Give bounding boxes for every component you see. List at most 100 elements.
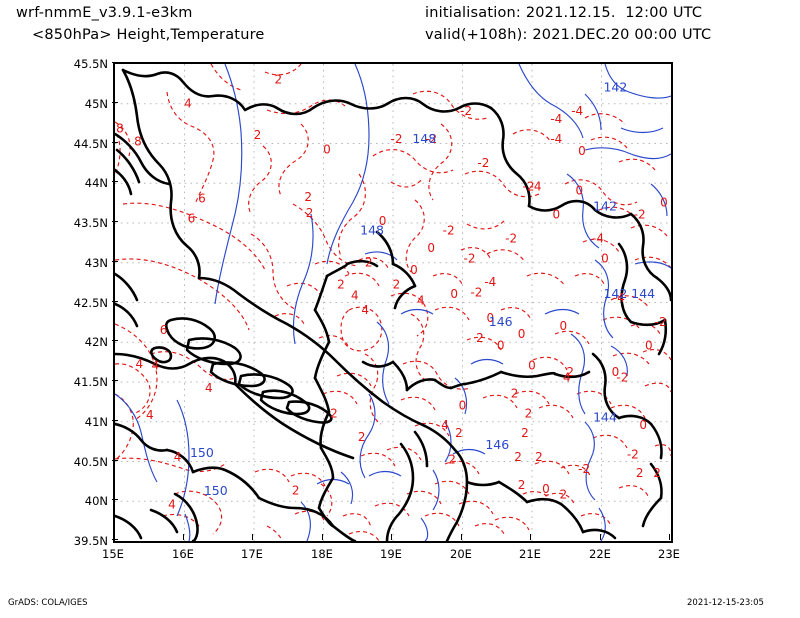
x-tick-19E: 19E	[380, 547, 402, 561]
valid-time-label: valid(+108h): 2021.DEC.20 00:00 UTC	[425, 27, 712, 43]
y-axis-tick	[112, 221, 118, 222]
contour-label: 0	[542, 482, 550, 496]
contour-label: 0	[486, 311, 494, 325]
x-tick-17E: 17E	[241, 547, 263, 561]
contour-label: 0	[427, 241, 435, 255]
y-tick-40N: 40N	[84, 494, 108, 508]
y-tick-45N: 45N	[84, 97, 108, 111]
contour-label: -4	[530, 180, 542, 194]
y-axis-tick	[112, 260, 118, 262]
contour-label: -2	[523, 180, 535, 194]
contour-label: 0	[323, 142, 331, 156]
contour-label: 4	[351, 289, 359, 303]
x-axis-tick	[460, 534, 462, 540]
contour-label: -2	[578, 462, 590, 476]
y-axis-tick	[112, 459, 118, 461]
y-axis-tick	[112, 380, 118, 381]
contour-label: 2	[330, 406, 338, 420]
x-axis-tick	[391, 534, 392, 540]
contour-label: 0	[518, 327, 526, 341]
y-axis-tick	[112, 62, 118, 63]
grads-credit-label: GrADS: COLA/IGES	[8, 598, 88, 608]
x-tick-16E: 16E	[172, 547, 194, 561]
contour-label: 0	[612, 365, 620, 379]
y-axis-tick	[112, 300, 118, 302]
x-tick-23E: 23E	[658, 547, 680, 561]
x-axis-tick	[669, 534, 670, 540]
contour-label: 2	[636, 466, 644, 480]
y-tick-42.5N: 42.5N	[73, 296, 108, 310]
contour-label: 0	[575, 184, 583, 198]
contour-label: 0	[497, 339, 505, 353]
y-axis-tick	[112, 419, 118, 421]
contour-label: 0	[379, 214, 387, 228]
contour-label: 2	[358, 430, 366, 444]
contour-label: -4	[550, 132, 562, 146]
contour-label: -2	[616, 371, 628, 385]
contour-label: -2	[655, 315, 667, 329]
contour-label: 148	[412, 131, 436, 146]
y-axis-tick	[112, 499, 118, 501]
contour-label: 2	[514, 450, 522, 464]
contour-label: -2	[443, 224, 455, 238]
contour-label: 2	[448, 452, 456, 466]
contour-label: -2	[477, 156, 489, 170]
x-tick-21E: 21E	[519, 547, 541, 561]
height-contours	[115, 64, 671, 541]
initialisation-time-label: initialisation: 2021.12.15. 12:00 UTC	[425, 5, 703, 21]
y-tick-45.5N: 45.5N	[73, 57, 108, 71]
contour-label: 2	[365, 255, 373, 269]
y-tick-44.5N: 44.5N	[73, 137, 108, 151]
contour-label: 144	[593, 409, 617, 424]
y-axis-tick	[112, 340, 118, 342]
contour-label: -2	[464, 251, 476, 265]
contour-label: 6	[160, 323, 168, 337]
x-axis-tick	[182, 534, 184, 540]
contour-label: 0	[601, 251, 609, 265]
y-tick-40.5N: 40.5N	[73, 455, 108, 469]
contour-label: 2	[274, 72, 282, 86]
y-axis-tick	[112, 539, 118, 540]
temperature-contours	[115, 64, 671, 541]
contour-label: 8	[134, 134, 142, 148]
y-tick-43.5N: 43.5N	[73, 216, 108, 230]
contour-label: 6	[188, 212, 196, 226]
contour-label: -2	[391, 132, 403, 146]
contour-label: 2	[455, 426, 463, 440]
contour-label: 8	[116, 122, 124, 136]
contour-label: 150	[190, 445, 214, 460]
contour-label: 142	[593, 199, 617, 214]
contour-label: 4	[151, 359, 159, 373]
y-tick-39.5N: 39.5N	[73, 534, 108, 548]
y-axis-tick	[112, 141, 118, 143]
y-axis-tick	[112, 181, 118, 183]
contour-label: 2	[653, 466, 661, 480]
contour-label: 2	[518, 478, 526, 492]
y-axis-tick	[112, 101, 118, 103]
contour-label: 142	[603, 286, 627, 301]
contour-label: 0	[559, 319, 567, 333]
contour-label: 2	[511, 386, 519, 400]
contour-label: 2	[566, 365, 574, 379]
weather-map-plot: 8 8 6 6 6 4 4 4 4 4 4 4 2 2 2 2 2 2 2 0 0 0 2 4 2 2 4 4 0 -2 -2 -2 -2 -2-…	[113, 62, 673, 543]
contour-label: -2	[460, 104, 472, 118]
x-axis-tick	[321, 534, 323, 540]
contour-label: 0	[660, 196, 668, 210]
contour-label: 0	[410, 263, 418, 277]
contour-label: -2	[470, 286, 482, 300]
x-axis-tick	[530, 534, 531, 540]
y-tick-43N: 43N	[84, 256, 108, 270]
contour-label: -4	[550, 112, 562, 126]
contour-label: -4	[484, 275, 496, 289]
contour-label: 2	[476, 331, 484, 345]
x-axis-tick	[252, 534, 253, 540]
contour-label: -4	[613, 291, 625, 305]
contour-label: 4	[205, 381, 213, 395]
contour-label: 0	[639, 418, 647, 432]
y-tick-41N: 41N	[84, 415, 108, 429]
y-tick-42N: 42N	[84, 335, 108, 349]
contour-label: 2	[559, 487, 567, 501]
contour-label: -4	[592, 231, 604, 245]
model-name-label: wrf-nmmE_v3.9.1-e3km	[16, 5, 193, 21]
